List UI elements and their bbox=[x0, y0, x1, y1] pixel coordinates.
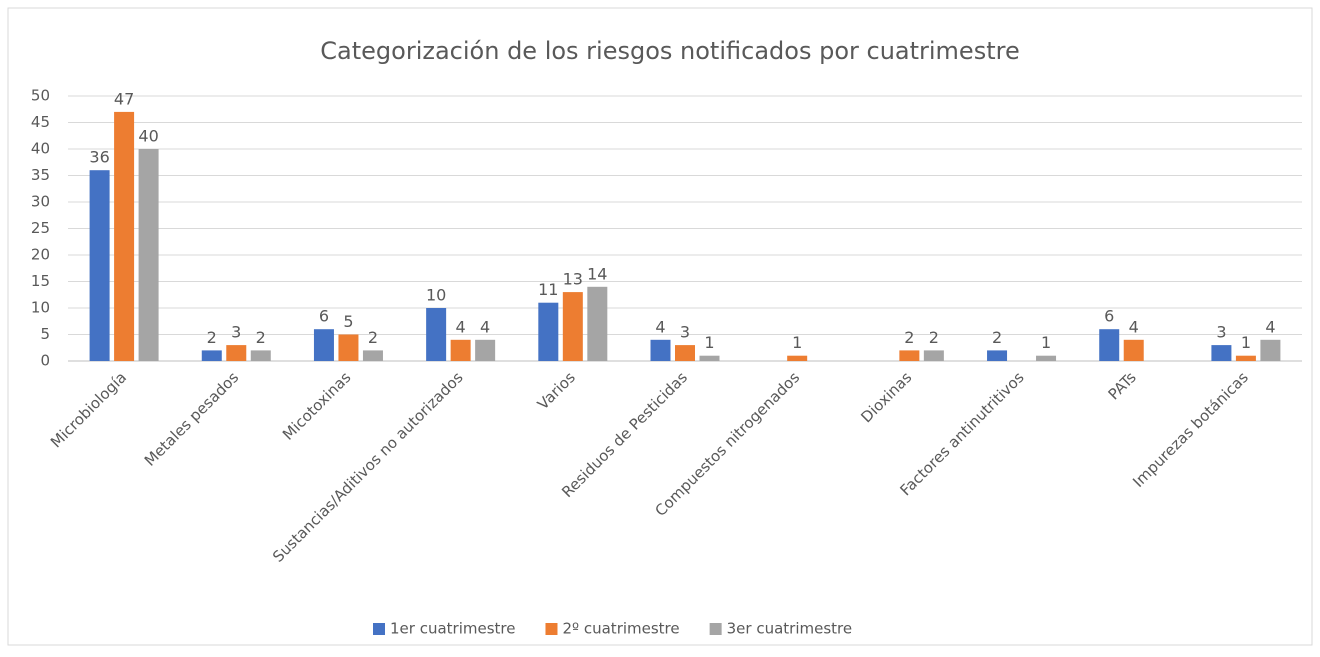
bar bbox=[313, 329, 334, 361]
legend-marker bbox=[545, 623, 558, 635]
y-tick-label: 0 bbox=[40, 352, 50, 370]
data-label: 3 bbox=[231, 323, 241, 342]
legend-label: 3er cuatrimestre bbox=[727, 620, 852, 638]
bar bbox=[1260, 339, 1281, 361]
data-label: 40 bbox=[138, 127, 158, 146]
data-label: 4 bbox=[456, 317, 466, 336]
data-label: 5 bbox=[343, 312, 353, 331]
bar bbox=[362, 350, 383, 361]
bar bbox=[114, 111, 135, 362]
data-label: 4 bbox=[1129, 317, 1139, 336]
data-label: 2 bbox=[256, 328, 266, 347]
bar bbox=[338, 334, 359, 361]
data-label: 4 bbox=[1265, 317, 1275, 336]
data-label: 6 bbox=[319, 307, 329, 326]
y-tick-label: 30 bbox=[31, 193, 50, 211]
bar bbox=[538, 302, 559, 361]
data-label: 14 bbox=[587, 264, 607, 283]
y-tick-label: 15 bbox=[31, 272, 50, 290]
data-label: 1 bbox=[1041, 333, 1051, 352]
bar bbox=[650, 339, 671, 361]
bar bbox=[426, 308, 447, 361]
legend-marker bbox=[709, 623, 722, 635]
bar bbox=[699, 355, 720, 361]
y-tick-label: 50 bbox=[31, 87, 50, 105]
bar bbox=[475, 339, 496, 361]
bar bbox=[587, 286, 608, 361]
bar bbox=[1099, 329, 1120, 361]
bar bbox=[250, 350, 271, 361]
bar bbox=[201, 350, 222, 361]
chart-title: Categorización de los riesgos notificado… bbox=[320, 37, 1019, 65]
bar bbox=[1211, 345, 1232, 361]
bar bbox=[226, 345, 247, 361]
y-tick-label: 45 bbox=[31, 113, 50, 131]
data-label: 47 bbox=[114, 89, 134, 108]
data-label: 2 bbox=[207, 328, 217, 347]
bar bbox=[675, 345, 695, 361]
data-label: 3 bbox=[680, 323, 690, 342]
y-tick-label: 40 bbox=[31, 140, 50, 158]
bar bbox=[1235, 355, 1256, 361]
data-label: 6 bbox=[1104, 307, 1114, 326]
data-label: 3 bbox=[1216, 323, 1226, 342]
y-tick-label: 35 bbox=[31, 166, 50, 184]
bar bbox=[562, 292, 583, 361]
bar bbox=[899, 350, 920, 361]
bar bbox=[987, 350, 1008, 361]
data-label: 4 bbox=[655, 317, 665, 336]
chart-border bbox=[7, 7, 1313, 646]
data-label: 13 bbox=[563, 270, 583, 289]
data-label: 10 bbox=[426, 286, 446, 305]
y-tick-label: 5 bbox=[40, 325, 50, 343]
y-tick-label: 25 bbox=[31, 219, 50, 237]
y-tick-label: 20 bbox=[31, 246, 50, 264]
bar bbox=[1123, 339, 1144, 361]
bar bbox=[1036, 355, 1057, 361]
y-tick-label: 10 bbox=[31, 299, 50, 317]
data-label: 4 bbox=[480, 317, 490, 336]
bar bbox=[138, 149, 159, 361]
data-label: 1 bbox=[792, 333, 802, 352]
data-label: 2 bbox=[929, 328, 939, 347]
data-label: 2 bbox=[904, 328, 914, 347]
data-label: 36 bbox=[89, 148, 109, 167]
legend-marker bbox=[373, 623, 385, 635]
data-label: 2 bbox=[368, 328, 378, 347]
bar bbox=[923, 350, 944, 361]
bar bbox=[89, 170, 110, 361]
bar bbox=[450, 339, 471, 361]
legend-label: 2º cuatrimestre bbox=[562, 620, 679, 638]
bar bbox=[787, 355, 808, 361]
data-label: 1 bbox=[704, 333, 714, 352]
data-label: 1 bbox=[1241, 333, 1251, 352]
data-label: 2 bbox=[992, 328, 1002, 347]
data-label: 11 bbox=[538, 280, 558, 299]
legend-label: 1er cuatrimestre bbox=[390, 620, 515, 638]
